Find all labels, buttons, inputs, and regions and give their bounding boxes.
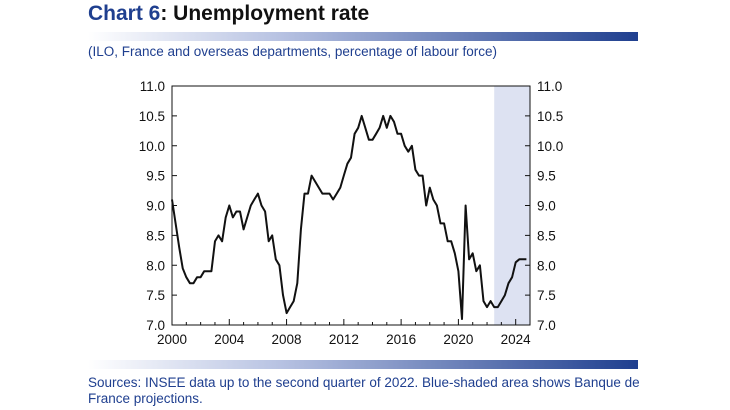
y-tick-label-right: 7.0 <box>537 318 556 333</box>
x-tick-label: 2012 <box>329 332 359 347</box>
chart-subtitle: (ILO, France and overseas departments, p… <box>88 44 497 59</box>
y-axis-right-labels: 7.0 7.5 8.0 8.5 9.0 9.5 10.0 10.5 11.0 <box>537 79 563 333</box>
series-line-unemployment <box>171 114 527 320</box>
y-tick-label-right: 11.0 <box>537 79 562 94</box>
x-axis-labels: 2000 2004 2008 2012 2016 2020 2024 <box>157 332 531 347</box>
plot-frame <box>171 85 531 326</box>
y-tick-label-right: 8.0 <box>537 258 556 273</box>
y-tick-label-right: 10.5 <box>537 109 563 124</box>
sources-note: Sources: INSEE data up to the second qua… <box>88 375 640 406</box>
y-tick-label-left: 7.5 <box>146 288 165 303</box>
y-tick-label-left: 10.5 <box>139 109 165 124</box>
y-tick-label-left: 8.5 <box>146 228 165 243</box>
y-tick-label-left: 10.0 <box>139 139 165 154</box>
projection-shaded-area <box>494 86 530 325</box>
chart-title-text: : Unemployment rate <box>160 2 370 25</box>
y-tick-label-right: 9.0 <box>537 199 556 214</box>
y-tick-label-right: 10.0 <box>537 139 563 154</box>
x-tick-label: 2004 <box>214 332 245 347</box>
chart-number: Chart 6 <box>88 2 161 25</box>
footer-gradient-rule <box>88 360 638 369</box>
y-tick-label-left: 9.5 <box>146 169 165 184</box>
x-tick-label: 2020 <box>443 332 473 347</box>
x-tick-label: 2000 <box>157 332 187 347</box>
x-tick-label: 2008 <box>272 332 302 347</box>
y-tick-label-right: 7.5 <box>537 288 556 303</box>
y-tick-label-left: 11.0 <box>140 79 165 94</box>
y-tick-label-left: 7.0 <box>146 318 165 333</box>
y-tick-label-left: 8.0 <box>146 258 165 273</box>
y-tick-label-right: 8.5 <box>537 228 556 243</box>
chart-title: Chart 6: Unemployment rate <box>88 2 369 26</box>
y-axis-left-labels: 7.0 7.5 8.0 8.5 9.0 9.5 10.0 10.5 11.0 <box>139 79 165 333</box>
axis-ticks <box>171 85 531 326</box>
header-gradient-rule <box>88 32 638 41</box>
y-tick-label-left: 9.0 <box>146 199 165 214</box>
x-tick-label: 2016 <box>386 332 416 347</box>
x-tick-label: 2024 <box>501 332 532 347</box>
y-tick-label-right: 9.5 <box>537 169 556 184</box>
